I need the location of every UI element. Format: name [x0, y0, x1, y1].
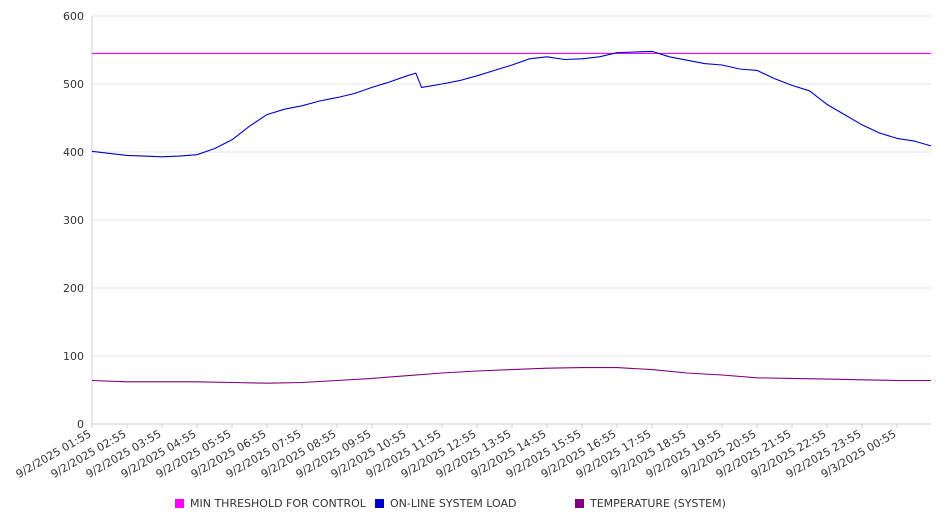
legend-swatch-temperature — [575, 499, 584, 508]
legend-item-temperature[interactable]: TEMPERATURE (SYSTEM) — [575, 497, 726, 510]
y-tick-label: 600 — [63, 10, 84, 23]
y-tick-label: 400 — [63, 146, 84, 159]
y-tick-label: 500 — [63, 78, 84, 91]
system-load-line — [91, 50, 932, 158]
legend-label-temperature: TEMPERATURE (SYSTEM) — [590, 497, 726, 510]
y-tick-label: 100 — [63, 350, 84, 363]
temperature-line — [91, 367, 931, 384]
y-tick-label: 0 — [77, 418, 84, 431]
series-lines — [91, 50, 932, 384]
legend-item-load[interactable]: ON-LINE SYSTEM LOAD — [375, 497, 516, 510]
legend-item-threshold[interactable]: MIN THRESHOLD FOR CONTROL — [175, 497, 366, 510]
gridlines — [92, 15, 931, 357]
y-tick-label: 300 — [63, 214, 84, 227]
legend-swatch-load — [375, 499, 384, 508]
legend-label-threshold: MIN THRESHOLD FOR CONTROL — [190, 497, 366, 510]
legend-swatch-threshold — [175, 499, 184, 508]
legend-label-load: ON-LINE SYSTEM LOAD — [390, 497, 517, 510]
legend: MIN THRESHOLD FOR CONTROL ON-LINE SYSTEM… — [0, 497, 946, 515]
y-tick-label: 200 — [63, 282, 84, 295]
